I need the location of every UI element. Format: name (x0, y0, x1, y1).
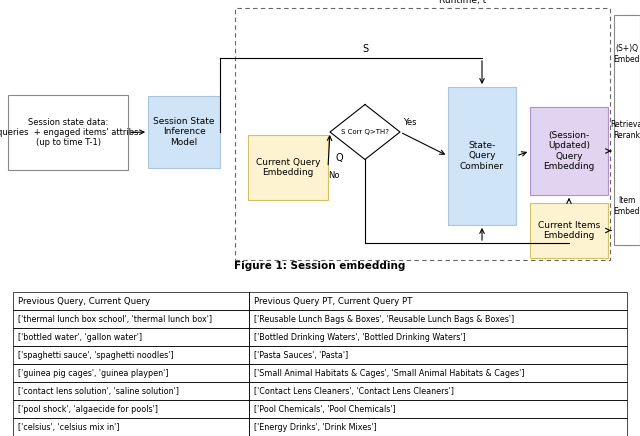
Text: Item
Embed: Item Embed (614, 196, 640, 215)
Text: Runtime, t: Runtime, t (439, 0, 486, 5)
Text: Yes: Yes (403, 118, 417, 127)
Bar (250, 382, 627, 400)
Text: Current Items
Embedding: Current Items Embedding (538, 221, 600, 240)
Bar (250, 400, 627, 418)
FancyBboxPatch shape (622, 15, 636, 245)
Bar (13, 310, 250, 328)
FancyBboxPatch shape (614, 15, 640, 245)
Bar (13, 346, 250, 364)
FancyBboxPatch shape (530, 107, 608, 195)
Text: ['Energy Drinks', 'Drink Mixes']: ['Energy Drinks', 'Drink Mixes'] (254, 422, 377, 432)
Text: ['Small Animal Habitats & Cages', 'Small Animal Habitats & Cages']: ['Small Animal Habitats & Cages', 'Small… (254, 368, 525, 378)
FancyBboxPatch shape (530, 203, 608, 258)
Bar (13, 328, 250, 346)
Bar (250, 346, 627, 364)
Text: (Session-
Updated)
Query
Embedding: (Session- Updated) Query Embedding (543, 131, 595, 171)
Bar (13, 382, 250, 400)
Text: Session state data:
queries  + engaged items' attribs
(up to time T-1): Session state data: queries + engaged it… (0, 118, 139, 147)
Bar (250, 364, 627, 382)
Bar (13, 292, 250, 310)
Bar (13, 418, 250, 436)
Text: ['Pool Chemicals', 'Pool Chemicals']: ['Pool Chemicals', 'Pool Chemicals'] (254, 405, 396, 413)
Text: Previous Query, Current Query: Previous Query, Current Query (18, 296, 150, 306)
Text: Session State
Inference
Model: Session State Inference Model (153, 117, 215, 147)
Text: (S+)Q
Embed: (S+)Q Embed (614, 44, 640, 64)
Text: ['Reusable Lunch Bags & Boxes', 'Reusable Lunch Bags & Boxes']: ['Reusable Lunch Bags & Boxes', 'Reusabl… (254, 315, 515, 324)
Text: ['contact lens solution', 'saline solution']: ['contact lens solution', 'saline soluti… (18, 387, 179, 395)
FancyBboxPatch shape (148, 96, 220, 168)
FancyBboxPatch shape (248, 135, 328, 200)
Text: ['spaghetti sauce', 'spaghetti noodles']: ['spaghetti sauce', 'spaghetti noodles'] (18, 351, 173, 360)
Text: Current Query
Embedding: Current Query Embedding (256, 158, 320, 177)
Text: ['pool shock', 'algaecide for pools']: ['pool shock', 'algaecide for pools'] (18, 405, 157, 413)
Text: ['celsius', 'celsius mix in']: ['celsius', 'celsius mix in'] (18, 422, 119, 432)
Text: ['Contact Lens Cleaners', 'Contact Lens Cleaners']: ['Contact Lens Cleaners', 'Contact Lens … (254, 387, 454, 395)
Bar (13, 364, 250, 382)
Text: ['Bottled Drinking Waters', 'Bottled Drinking Waters']: ['Bottled Drinking Waters', 'Bottled Dri… (254, 333, 466, 341)
Text: S Corr Q>TH?: S Corr Q>TH? (341, 129, 389, 135)
Text: ['bottled water', 'gallon water']: ['bottled water', 'gallon water'] (18, 333, 142, 341)
Bar (13, 400, 250, 418)
Text: S: S (362, 44, 368, 54)
Bar (250, 418, 627, 436)
Bar (250, 328, 627, 346)
Text: Figure 1: Session embedding: Figure 1: Session embedding (234, 261, 406, 271)
Text: Q: Q (336, 153, 344, 164)
Bar (250, 310, 627, 328)
Text: ['guinea pig cages', 'guinea playpen']: ['guinea pig cages', 'guinea playpen'] (18, 368, 168, 378)
Text: No: No (328, 171, 339, 181)
Text: ['Pasta Sauces', 'Pasta']: ['Pasta Sauces', 'Pasta'] (254, 351, 349, 360)
FancyBboxPatch shape (448, 87, 516, 225)
Text: Previous Query PT, Current Query PT: Previous Query PT, Current Query PT (254, 296, 413, 306)
Text: Retrieval
Rerank: Retrieval Rerank (610, 120, 640, 140)
Text: ['thermal lunch box school', 'thermal lunch box']: ['thermal lunch box school', 'thermal lu… (18, 315, 212, 324)
Bar (250, 292, 627, 310)
FancyBboxPatch shape (8, 95, 128, 170)
Text: State-
Query
Combiner: State- Query Combiner (460, 141, 504, 171)
